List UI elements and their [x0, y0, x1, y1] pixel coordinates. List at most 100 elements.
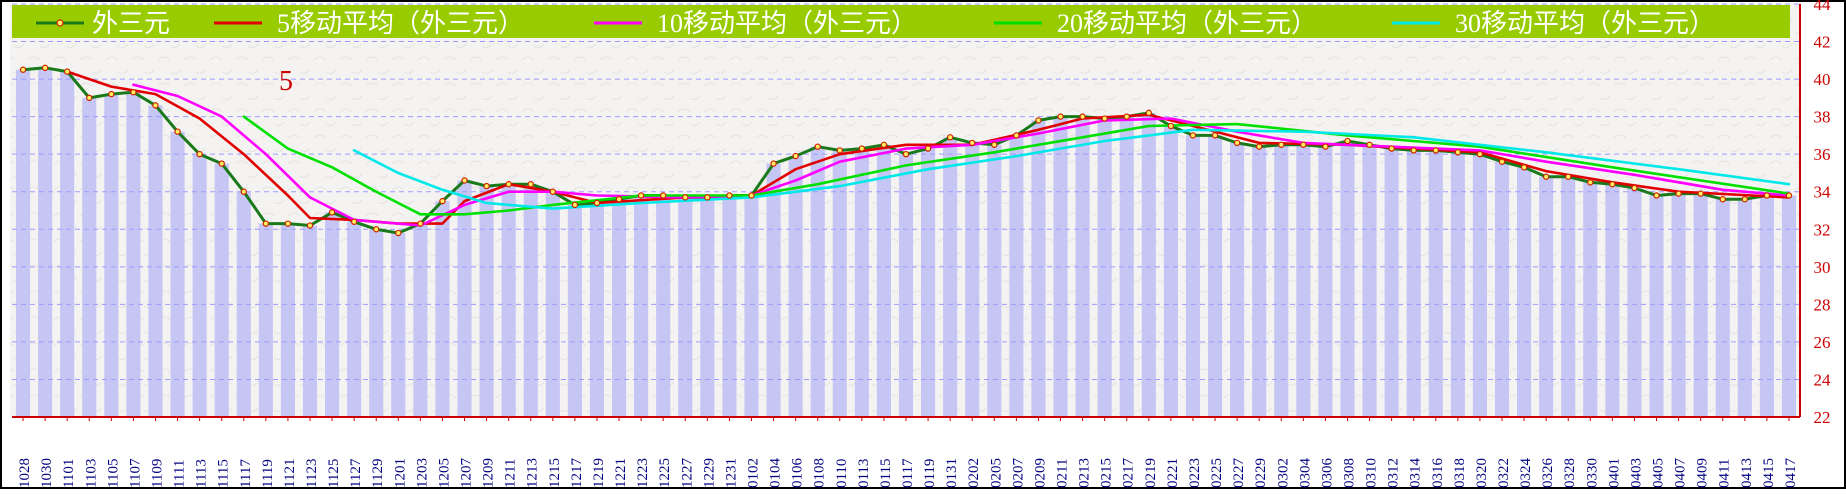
legend-background [12, 5, 1790, 38]
data-point [350, 218, 358, 225]
x-tick-label: 1119 [260, 459, 276, 488]
bar [1296, 144, 1311, 417]
x-tick-label: 0117 [900, 458, 916, 488]
data-point [1609, 181, 1616, 188]
x-tick-label: 1225 [657, 458, 673, 488]
data-point [1675, 190, 1682, 197]
bar [832, 150, 847, 417]
bar [1274, 144, 1289, 417]
data-point [1498, 158, 1506, 165]
x-tick-label: 1203 [414, 458, 430, 488]
bar [854, 148, 869, 418]
y-tick-label: 44 [1814, 0, 1832, 14]
x-tick-label: 0113 [856, 459, 872, 488]
bar [126, 92, 141, 418]
bar [1252, 146, 1267, 417]
legend-label: 20移动平均（外三元） [1057, 9, 1317, 38]
data-point [946, 134, 954, 141]
x-tick-label: 0225 [1209, 458, 1225, 488]
x-tick-label: 0306 [1319, 458, 1335, 489]
data-point [549, 188, 557, 195]
data-point [1542, 173, 1550, 180]
x-tick-label: 1229 [701, 458, 717, 488]
x-tick-label: 0110 [834, 459, 850, 488]
bar [1141, 112, 1156, 417]
data-point [593, 199, 601, 207]
x-tick-label: 1103 [83, 459, 99, 488]
x-tick-label: 0401 [1606, 458, 1622, 488]
bar [1406, 150, 1421, 417]
bar [1207, 135, 1223, 417]
bar [965, 142, 980, 417]
x-tick-label: 0308 [1341, 458, 1357, 488]
data-point [1476, 150, 1484, 158]
x-tick-label: 1121 [282, 459, 298, 488]
x-tick-label: 1223 [635, 458, 651, 488]
x-tick-label: 1201 [392, 458, 408, 488]
x-tick-label: 0215 [1099, 458, 1115, 488]
x-tick-label: 1217 [569, 458, 585, 489]
data-point [726, 192, 733, 199]
bar [325, 212, 340, 417]
bar [766, 163, 781, 417]
x-tick-label: 1127 [348, 458, 364, 488]
data-point [1366, 141, 1373, 148]
x-tick-label: 0415 [1761, 458, 1777, 488]
x-tick-label: 0106 [790, 458, 806, 489]
bar [921, 148, 936, 418]
bar [1561, 176, 1576, 417]
x-tick-label: 0202 [966, 458, 982, 488]
x-tick-label: 1219 [591, 458, 607, 488]
bar [1428, 150, 1443, 417]
legend-label: 5移动平均（外三元） [277, 9, 524, 38]
data-point [284, 220, 292, 227]
bar [1627, 187, 1642, 417]
bar [1693, 193, 1708, 417]
x-tick-label: 0108 [812, 458, 828, 488]
bar [214, 163, 229, 417]
x-tick-label: 0330 [1584, 458, 1600, 488]
bar [1649, 195, 1664, 417]
bar [656, 195, 671, 417]
data-point [218, 160, 225, 167]
x-tick-label: 1111 [172, 460, 188, 488]
x-tick-label: 1117 [238, 459, 254, 488]
data-point [1388, 145, 1395, 152]
data-point [505, 181, 512, 188]
data-point [1233, 139, 1241, 147]
y-tick-label: 34 [1814, 183, 1832, 202]
data-point [1763, 192, 1771, 199]
data-point [395, 229, 402, 237]
x-tick-label: 0217 [1121, 458, 1137, 489]
bar [280, 223, 295, 417]
bar [1781, 195, 1797, 417]
bar [1759, 195, 1774, 417]
x-tick-label: 0213 [1077, 458, 1093, 488]
y-tick-label: 32 [1814, 220, 1831, 239]
bar [589, 202, 605, 417]
data-point [792, 152, 799, 160]
x-tick-label: 0318 [1452, 458, 1468, 488]
bar [898, 154, 914, 417]
x-tick-label: 0304 [1297, 458, 1313, 489]
data-point [969, 139, 976, 147]
y-tick-label: 28 [1814, 295, 1831, 314]
x-tick-label: 1028 [17, 458, 33, 488]
data-point [1432, 147, 1439, 154]
data-point [858, 145, 866, 152]
axes-layer: 22 24 26 28 30 32 34 36 38 40 42 44 1028 1030 1101 1103… [12, 0, 1831, 488]
x-tick-label: 0223 [1187, 458, 1203, 488]
bar [810, 146, 825, 417]
data-point [373, 226, 380, 233]
data-point [152, 102, 159, 109]
bar [60, 71, 75, 417]
data-point [1697, 190, 1704, 197]
data-point [1145, 109, 1153, 117]
bar [170, 131, 185, 417]
y-tick-label: 40 [1814, 70, 1831, 89]
x-tick-label: 0407 [1673, 458, 1689, 489]
bar [987, 144, 1002, 417]
bar [501, 184, 516, 417]
data-point [615, 196, 623, 203]
